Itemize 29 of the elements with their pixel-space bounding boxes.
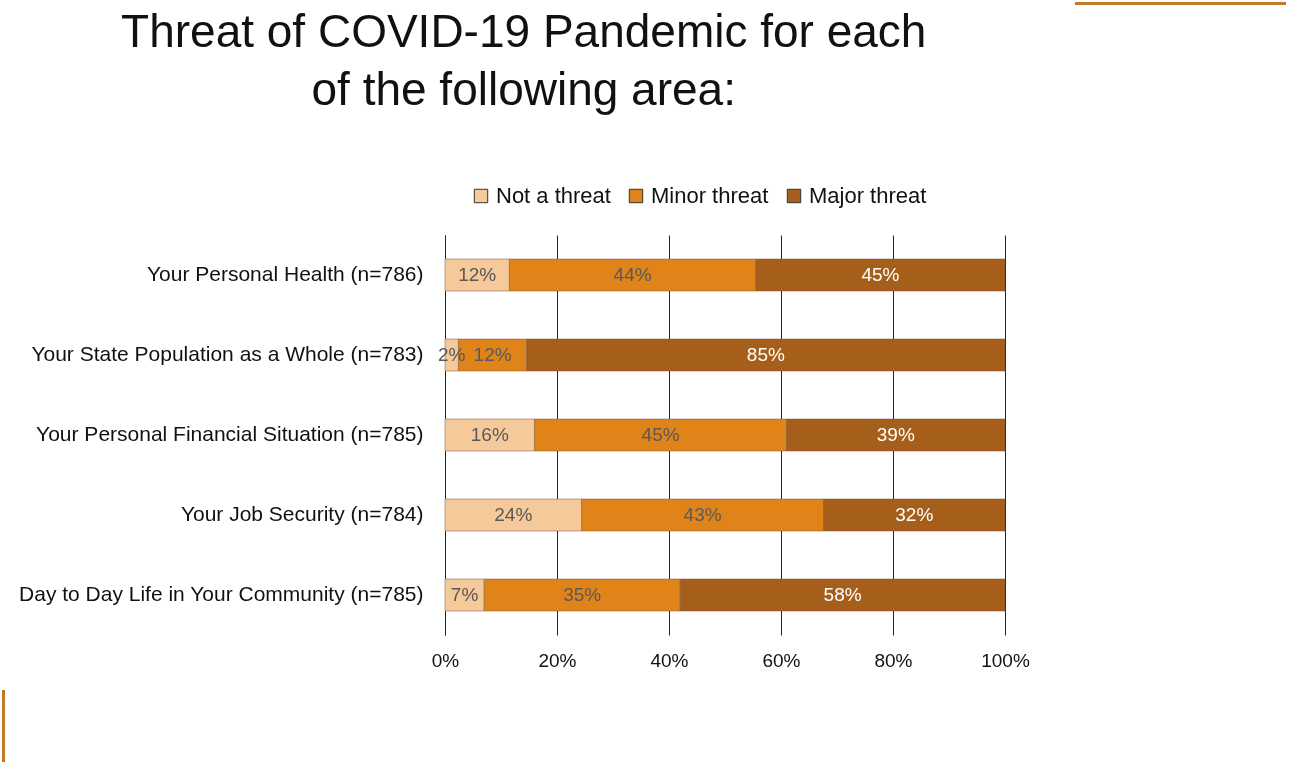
data-label: 7%: [450, 584, 479, 605]
y-tick-label: Your Personal Financial Situation (n=785): [36, 422, 424, 445]
x-tick-label: 100%: [981, 649, 1030, 671]
data-label: 12%: [473, 344, 512, 365]
data-label: 24%: [494, 504, 533, 525]
data-label: 16%: [470, 424, 509, 445]
data-label: 12%: [458, 264, 497, 285]
x-tick-label: 80%: [874, 649, 913, 671]
x-tick-label: 40%: [650, 649, 689, 671]
data-label: 44%: [613, 264, 652, 285]
data-label: 32%: [895, 504, 934, 525]
data-label: 85%: [746, 344, 785, 365]
chart-title: Threat of COVID-19 Pandemic for each of the following area:: [121, 5, 927, 115]
data-label: 43%: [683, 504, 722, 525]
legend-label: Minor threat: [651, 183, 769, 208]
data-label: 58%: [823, 584, 862, 605]
x-tick-label: 20%: [538, 649, 577, 671]
data-label: 45%: [641, 424, 680, 445]
x-tick-label: 60%: [762, 649, 801, 671]
y-tick-label: Your Job Security (n=784): [180, 502, 424, 525]
y-tick-label: Your State Population as a Whole (n=783): [31, 342, 424, 365]
y-tick-label: Day to Day Life in Your Community (n=785): [19, 582, 424, 605]
data-label: 45%: [861, 264, 900, 285]
x-tick-label: 0%: [431, 649, 460, 671]
legend-label: Major threat: [809, 183, 927, 208]
data-label: 35%: [563, 584, 602, 605]
data-label: 39%: [876, 424, 915, 445]
legend-label: Not a threat: [496, 183, 611, 208]
y-tick-label: Your Personal Health (n=786): [147, 262, 424, 285]
